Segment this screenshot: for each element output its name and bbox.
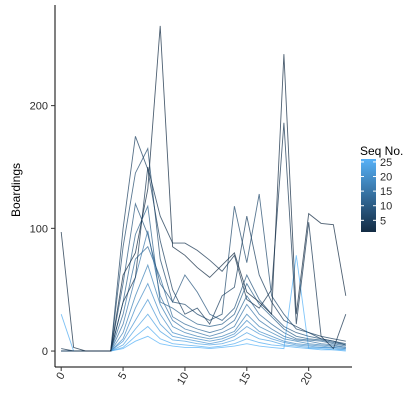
ticks-layer: 0 100 200 0 5 10 15 20 xyxy=(30,101,316,387)
series-layer xyxy=(60,25,347,352)
legend-colorbar xyxy=(361,159,376,232)
x-tick-label: 15 xyxy=(237,371,254,388)
series-line-seq-5 xyxy=(61,136,346,352)
series-line-seq-11 xyxy=(61,204,346,352)
y-tick-label: 200 xyxy=(30,101,48,113)
x-tick-label: 0 xyxy=(54,371,67,382)
series-line-seq-7 xyxy=(61,147,346,352)
legend-label: 20 xyxy=(380,172,392,184)
y-axis-title: Boardings xyxy=(9,163,23,217)
legend-label: 25 xyxy=(380,157,392,169)
x-tick-label: 20 xyxy=(299,371,316,388)
series-line-seq-1 xyxy=(60,25,347,352)
legend-title: Seq No. xyxy=(360,144,403,158)
axes-layer xyxy=(54,5,352,368)
y-tick-label: 0 xyxy=(42,346,48,358)
legend: Seq No. 5 10 15 20 25 xyxy=(360,144,403,232)
y-tick-label: 100 xyxy=(30,223,48,235)
legend-ticks: 5 10 15 20 25 xyxy=(361,157,392,227)
legend-label: 5 xyxy=(380,215,386,227)
x-tick-label: 10 xyxy=(175,371,192,388)
series-line-seq-15 xyxy=(61,230,346,352)
series-line-seq-9 xyxy=(61,202,346,352)
legend-label: 15 xyxy=(380,186,392,198)
legend-label: 10 xyxy=(380,201,392,213)
x-tick-label: 5 xyxy=(116,371,129,382)
